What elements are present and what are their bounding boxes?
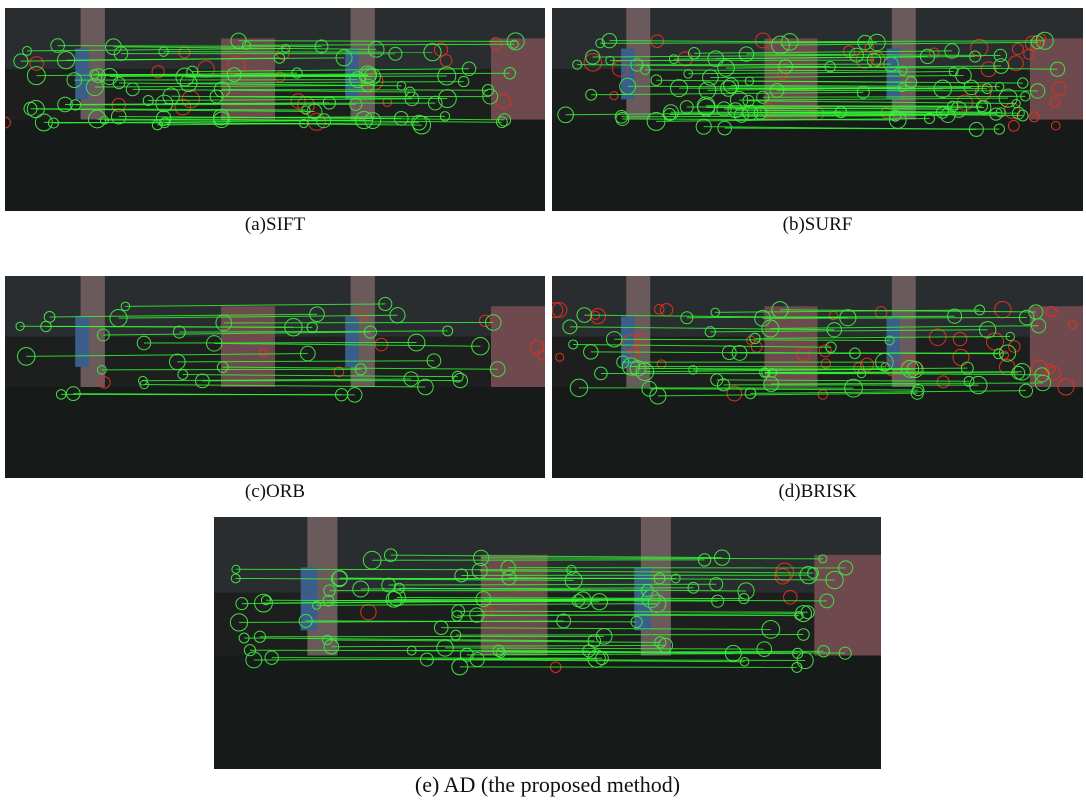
- match-line: [144, 342, 416, 343]
- floor: [818, 120, 1084, 211]
- wall: [814, 555, 881, 656]
- match-image: [214, 517, 881, 769]
- floor: [552, 387, 818, 478]
- caption: (a)SIFT: [5, 214, 545, 236]
- match-line: [236, 569, 571, 570]
- match-image: [5, 276, 545, 478]
- floor: [818, 387, 1084, 478]
- floor: [5, 120, 275, 211]
- caption: (d)BRISK: [552, 481, 1083, 503]
- match-line: [102, 369, 361, 370]
- sign: [621, 49, 634, 100]
- wall: [764, 38, 817, 119]
- floor: [5, 387, 275, 478]
- match-image: [552, 8, 1083, 211]
- caption: (e) AD (the proposed method): [214, 772, 881, 798]
- caption: (b)SURF: [552, 214, 1083, 236]
- match-image: [5, 8, 545, 211]
- sign: [345, 316, 359, 367]
- match-image: [552, 276, 1083, 478]
- floor: [214, 656, 548, 769]
- floor: [275, 387, 545, 478]
- match-line: [272, 658, 602, 659]
- sign: [75, 49, 89, 100]
- floor: [548, 656, 882, 769]
- figure: (a)SIFT (b)SURF (c)ORB (d)BRISK (e) AD (…: [0, 0, 1086, 805]
- match-line: [460, 667, 797, 668]
- floor: [275, 120, 545, 211]
- sign: [75, 316, 89, 367]
- match-line: [456, 634, 804, 635]
- wall: [491, 306, 545, 387]
- caption: (c)ORB: [5, 481, 545, 503]
- match-line: [164, 52, 433, 53]
- floor: [552, 120, 818, 211]
- sign: [887, 49, 900, 100]
- match-line: [477, 615, 799, 616]
